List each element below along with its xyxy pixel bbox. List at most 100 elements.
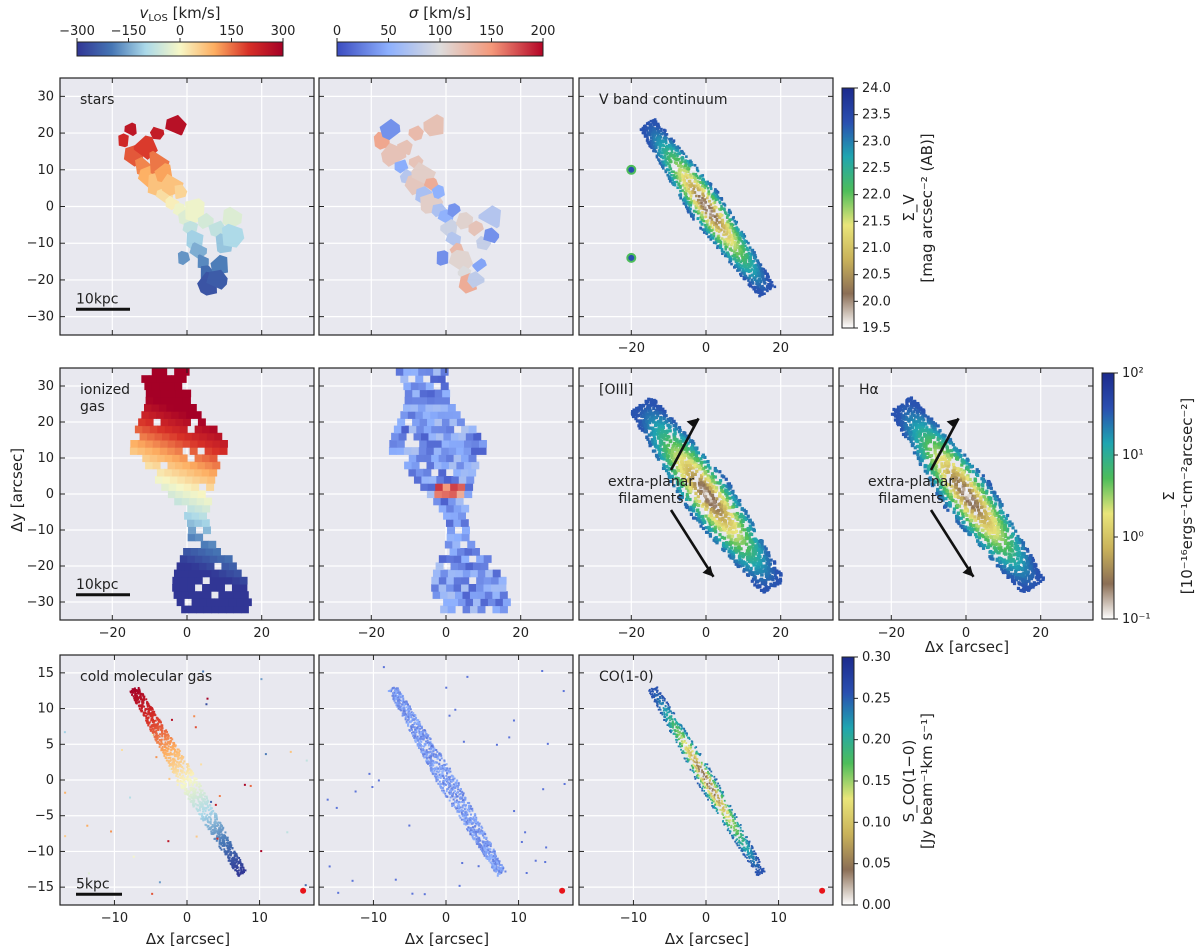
pixel: [736, 537, 740, 541]
pixel: [976, 508, 981, 512]
pixel: [667, 448, 671, 453]
pixel: [209, 576, 218, 585]
pixel: [1039, 573, 1043, 578]
pixel: [168, 389, 177, 398]
pixel: [653, 439, 657, 444]
pixel: [700, 214, 704, 218]
pixel: [682, 483, 686, 487]
pixel: [711, 479, 715, 483]
pixel: [709, 185, 713, 189]
pixel: [682, 431, 686, 435]
pixel: [931, 435, 935, 440]
pixel: [722, 233, 725, 236]
pixel: [767, 585, 771, 590]
pixel: [684, 203, 688, 207]
pixel: [652, 433, 656, 438]
pixel: [139, 432, 148, 441]
pixel: [760, 569, 764, 574]
pixel: [203, 605, 212, 614]
pixel: [682, 474, 686, 479]
pixel: [984, 532, 988, 536]
pixel: [499, 605, 508, 614]
pixel: [702, 466, 706, 471]
pixel: [138, 418, 147, 427]
pixel: [907, 397, 911, 401]
pixel: [695, 204, 699, 207]
pixel: [908, 434, 912, 439]
pixel: [984, 512, 988, 516]
pixel: [723, 240, 726, 244]
pixel: [715, 237, 718, 241]
pixel: [686, 489, 690, 493]
pixel: [964, 506, 968, 510]
voronoi-bin: [165, 114, 187, 136]
pixel: [949, 453, 953, 457]
pixel: [684, 201, 688, 204]
pixel: [905, 401, 909, 405]
pixel: [710, 236, 714, 239]
pixel: [471, 548, 480, 556]
pixel: [415, 375, 424, 383]
pixel: [984, 527, 988, 531]
pixel: [896, 410, 900, 414]
pixel: [1036, 581, 1041, 585]
pixel: [678, 486, 682, 490]
pixel: [705, 182, 708, 185]
pixel: [703, 186, 707, 190]
pixel: [998, 560, 1002, 564]
pixel: [698, 180, 702, 184]
pixel: [434, 396, 443, 405]
pixel: [182, 396, 191, 405]
pixel: [665, 458, 669, 462]
pixel: [425, 404, 434, 412]
pixel: [995, 557, 999, 561]
pixel: [662, 463, 666, 467]
pixel: [931, 460, 935, 464]
pixel: [755, 279, 759, 283]
pixel: [749, 558, 753, 562]
pixel: [1006, 541, 1010, 546]
pixel: [704, 211, 708, 215]
pixel: [714, 221, 718, 225]
pixel: [1026, 549, 1030, 553]
pixel: [451, 476, 460, 484]
pixel: [986, 539, 990, 543]
pixel: [690, 183, 693, 187]
pixel: [432, 569, 441, 578]
pixel: [746, 263, 750, 267]
pixel: [968, 531, 972, 535]
pixel: [687, 170, 690, 174]
pixel: [654, 145, 657, 149]
pixel: [708, 235, 712, 238]
pixel: [740, 507, 744, 511]
pixel: [720, 495, 725, 499]
pixel: [471, 461, 480, 470]
pixel: [720, 535, 724, 540]
pixel: [652, 420, 656, 424]
pixel: [144, 404, 152, 412]
pixel: [194, 468, 203, 477]
pixel: [130, 440, 139, 448]
pixel: [699, 483, 704, 487]
pixel: [753, 277, 757, 281]
pixel: [718, 200, 721, 204]
pixel: [688, 497, 692, 502]
pixel: [660, 434, 664, 438]
pixel: [681, 183, 685, 187]
pixel: [769, 286, 772, 290]
pixel: [712, 209, 716, 213]
pixel: [971, 470, 975, 474]
pixel: [1024, 582, 1028, 586]
pixel: [670, 456, 674, 460]
pixel: [418, 368, 427, 376]
pixel: [666, 455, 670, 460]
pixel: [742, 567, 747, 572]
voronoi-bin: [472, 258, 487, 273]
pixel: [716, 246, 719, 250]
pixel: [906, 411, 910, 415]
pixel: [958, 449, 962, 453]
pixel: [708, 495, 712, 500]
pixel: [753, 537, 757, 541]
pixel: [675, 162, 678, 165]
pixel: [748, 552, 752, 556]
